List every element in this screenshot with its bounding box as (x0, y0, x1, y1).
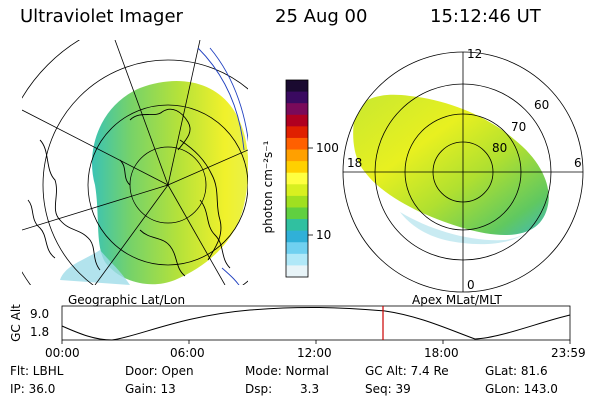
coastlines (27, 108, 231, 277)
aurora-image-right (353, 94, 549, 235)
mlt-label-6: 6 (574, 156, 582, 170)
lon-lines (22, 40, 248, 285)
mode-info: Mode: Normal (245, 364, 329, 378)
timeline-ylabel: GC Alt (9, 304, 23, 342)
colorbar-cell (286, 219, 308, 232)
timeline-tick-0000: 00:00 (45, 346, 80, 360)
colorbar-cell (286, 184, 308, 197)
colorbar-cell (286, 80, 308, 93)
mlt-label-0: 0 (467, 278, 475, 292)
glat-info: GLat: 81.6 (485, 364, 548, 378)
aurora-image-left (92, 81, 248, 285)
colorbar-cell (286, 114, 308, 127)
altitude-curve (61, 306, 571, 341)
colorbar-cell (286, 207, 308, 220)
timeline-tick-0600: 06:00 (170, 346, 205, 360)
mlat-label-80: 80 (492, 141, 508, 155)
geographic-map (22, 40, 248, 285)
colorbar-cell (286, 91, 308, 104)
colorbar (285, 79, 313, 278)
filter-info: Flt: LBHL (10, 364, 64, 378)
timeline-y-bottom: 1.8 (30, 325, 50, 339)
orbit-timeline (61, 305, 571, 344)
colorbar-cell (286, 149, 308, 162)
mlat-label-60: 60 (534, 98, 550, 112)
glon-info: GLon: 143.0 (485, 382, 558, 396)
ip-info: IP: 36.0 (10, 382, 56, 396)
left-panel-caption: Geographic Lat/Lon (68, 293, 186, 307)
colorbar-cell (286, 103, 308, 116)
instrument-title: Ultraviolet Imager (20, 6, 183, 27)
colorbar-cell (286, 172, 308, 185)
mlat-label-70: 70 (511, 120, 527, 134)
timeline-y-top: 9.0 (30, 307, 50, 321)
colorbar-cell (286, 253, 308, 266)
door-info: Door: Open (125, 364, 194, 378)
colorbar-cell (286, 195, 308, 208)
seq-info: Seq: 39 (365, 382, 411, 396)
colorbar-cell (286, 230, 308, 243)
time-label: 15:12:46 UT (430, 6, 541, 27)
terminator-lines (197, 47, 248, 285)
colorbar-cell (286, 137, 308, 151)
mlat-mlt-polar-plot (342, 51, 584, 293)
timeline-tick-2359: 23:59 (551, 346, 586, 360)
colorbar-cell (286, 126, 308, 139)
dsp-label: Dsp: (245, 382, 273, 396)
date-label: 25 Aug 00 (275, 6, 368, 27)
colorbar-tick-100: 100 (316, 141, 339, 155)
right-panel-caption: Apex MLat/MLT (412, 293, 502, 307)
dsp-value: 3.3 (300, 382, 320, 396)
gc-alt-info: GC Alt: 7.4 Re (365, 364, 449, 378)
timeline-tick-1200: 12:00 (297, 346, 332, 360)
colorbar-cell (286, 265, 308, 278)
colorbar-cell (286, 161, 308, 174)
colorbar-unit-label: photon cm⁻²s⁻¹ (261, 140, 275, 234)
colorbar-cell (286, 242, 308, 255)
timeline-frame (61, 305, 571, 341)
mlt-label-18: 18 (347, 156, 363, 170)
timeline-tick-1800: 18:00 (424, 346, 459, 360)
gain-info: Gain: 13 (125, 382, 176, 396)
colorbar-tick-10: 10 (316, 228, 332, 242)
mlt-label-12: 12 (467, 47, 483, 61)
